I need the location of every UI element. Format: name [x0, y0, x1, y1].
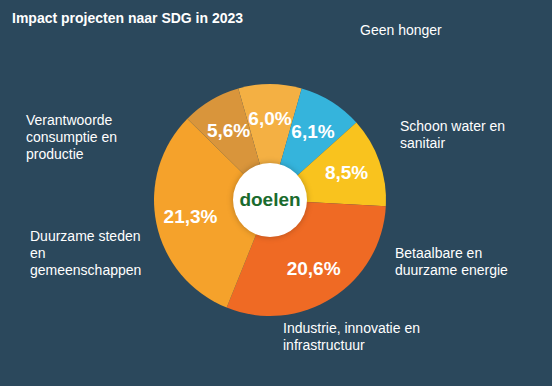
html-text:Duurzame steden en gemeenschap: Duurzame steden en gemeenschappen	[30, 228, 142, 278]
html-text:Betaalbare en duurzame energie: Betaalbare en duurzame energie	[395, 245, 508, 278]
html-text:Schoon water en sanitair: Schoon water en sanitair	[400, 118, 506, 151]
html-text:Impact projecten naar SDG in 2: Impact projecten naar SDG in 2023	[12, 10, 244, 26]
html-text:Verantwoorde consumptie en pro: Verantwoorde consumptie en productie	[26, 112, 118, 162]
svg-text:8,5%: 8,5%	[325, 162, 368, 183]
svg-text:6,1%: 6,1%	[291, 121, 334, 142]
svg-text:21,3%: 21,3%	[164, 206, 218, 227]
svg-text:6,0%: 6,0%	[248, 108, 291, 129]
html-text:Industrie, innovatie en infras: Industrie, innovatie en infrastructuur	[283, 320, 420, 353]
svg-text:20,6%: 20,6%	[287, 258, 341, 279]
svg-text:5,6%: 5,6%	[207, 120, 250, 141]
html-text:Geen honger: Geen honger	[360, 22, 442, 38]
html-text:doelen: doelen	[239, 189, 301, 210]
